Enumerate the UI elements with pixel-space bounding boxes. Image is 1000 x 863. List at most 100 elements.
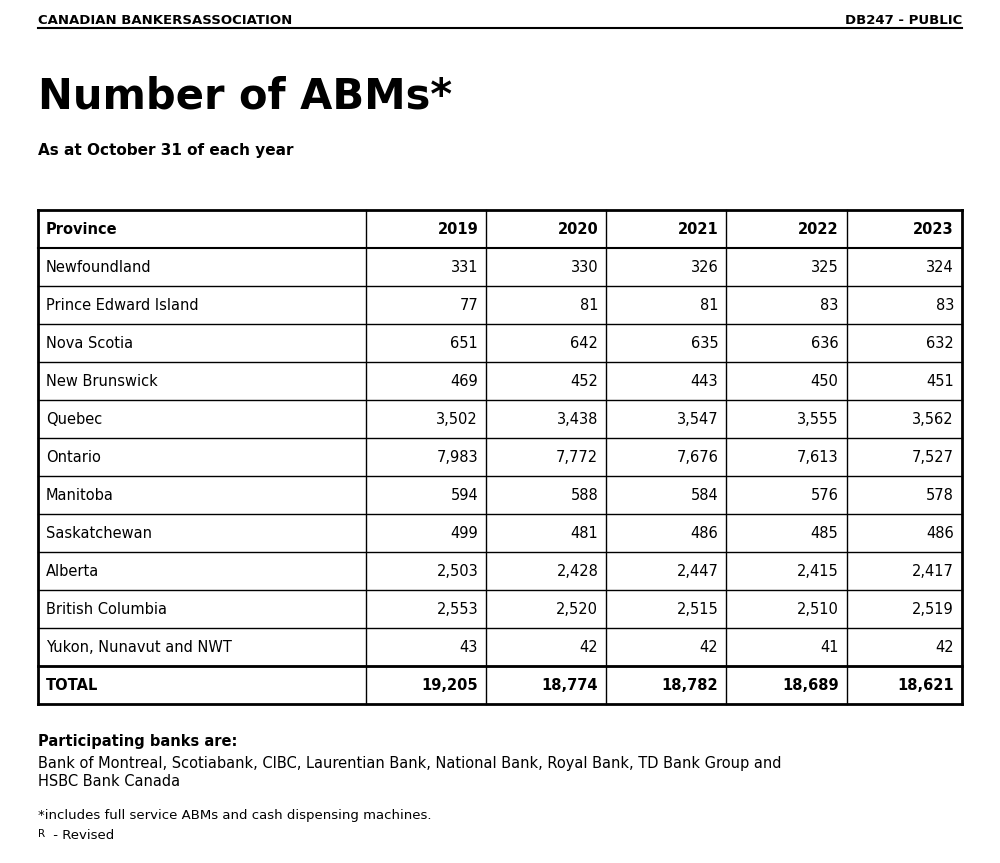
- Text: 2022: 2022: [798, 222, 838, 236]
- Text: 2021: 2021: [678, 222, 718, 236]
- Text: 41: 41: [820, 639, 838, 654]
- Text: 469: 469: [450, 374, 478, 388]
- Bar: [38, 552, 962, 590]
- Text: 2,520: 2,520: [556, 602, 598, 616]
- Bar: [38, 362, 962, 400]
- Text: 3,438: 3,438: [557, 412, 598, 426]
- Text: 42: 42: [580, 639, 598, 654]
- Text: Bank of Montreal, Scotiabank, CIBC, Laurentian Bank, National Bank, Royal Bank, : Bank of Montreal, Scotiabank, CIBC, Laur…: [38, 756, 782, 771]
- Bar: [38, 590, 962, 628]
- Text: 19,205: 19,205: [422, 677, 478, 692]
- Text: 636: 636: [811, 336, 838, 350]
- Text: *includes full service ABMs and cash dispensing machines.: *includes full service ABMs and cash dis…: [38, 809, 432, 822]
- Text: 578: 578: [926, 488, 954, 502]
- Text: 2,503: 2,503: [436, 564, 478, 578]
- Text: 7,983: 7,983: [437, 450, 478, 464]
- Text: 83: 83: [820, 298, 838, 312]
- Text: 3,502: 3,502: [436, 412, 478, 426]
- Text: 486: 486: [691, 526, 718, 540]
- Text: 3,562: 3,562: [912, 412, 954, 426]
- Text: 452: 452: [570, 374, 598, 388]
- Text: 3,555: 3,555: [797, 412, 838, 426]
- Text: 451: 451: [926, 374, 954, 388]
- Text: Newfoundland: Newfoundland: [46, 260, 152, 274]
- Text: As at October 31 of each year: As at October 31 of each year: [38, 143, 294, 158]
- Text: 2,417: 2,417: [912, 564, 954, 578]
- Text: - Revised: - Revised: [49, 829, 114, 842]
- Text: 485: 485: [811, 526, 838, 540]
- Text: Province: Province: [46, 222, 118, 236]
- Text: 632: 632: [926, 336, 954, 350]
- Bar: [38, 286, 962, 324]
- Text: 18,774: 18,774: [542, 677, 598, 692]
- Text: 651: 651: [450, 336, 478, 350]
- Bar: [38, 210, 962, 248]
- Text: 42: 42: [935, 639, 954, 654]
- Text: 2,428: 2,428: [556, 564, 598, 578]
- Text: 325: 325: [811, 260, 838, 274]
- Text: 81: 81: [580, 298, 598, 312]
- Text: 77: 77: [459, 298, 478, 312]
- Text: Quebec: Quebec: [46, 412, 102, 426]
- Text: CANADIAN BANKERSASSOCIATION: CANADIAN BANKERSASSOCIATION: [38, 14, 292, 27]
- Text: 594: 594: [450, 488, 478, 502]
- Text: 330: 330: [571, 260, 598, 274]
- Bar: [38, 514, 962, 552]
- Text: 2,519: 2,519: [912, 602, 954, 616]
- Text: Prince Edward Island: Prince Edward Island: [46, 298, 199, 312]
- Bar: [38, 476, 962, 514]
- Text: 7,772: 7,772: [556, 450, 598, 464]
- Text: 2020: 2020: [558, 222, 598, 236]
- Text: British Columbia: British Columbia: [46, 602, 167, 616]
- Text: 2019: 2019: [437, 222, 478, 236]
- Text: 81: 81: [700, 298, 718, 312]
- Text: 576: 576: [811, 488, 838, 502]
- Text: 499: 499: [450, 526, 478, 540]
- Text: Ontario: Ontario: [46, 450, 101, 464]
- Text: 331: 331: [451, 260, 478, 274]
- Text: 2,447: 2,447: [677, 564, 718, 578]
- Text: Saskatchewan: Saskatchewan: [46, 526, 152, 540]
- Text: Nova Scotia: Nova Scotia: [46, 336, 133, 350]
- Text: Manitoba: Manitoba: [46, 488, 114, 502]
- Text: 481: 481: [571, 526, 598, 540]
- Text: 324: 324: [926, 260, 954, 274]
- Bar: [38, 628, 962, 666]
- Text: 18,782: 18,782: [662, 677, 718, 692]
- Text: 2,415: 2,415: [797, 564, 838, 578]
- Text: 584: 584: [691, 488, 718, 502]
- Text: 486: 486: [926, 526, 954, 540]
- Text: 7,613: 7,613: [797, 450, 838, 464]
- Text: TOTAL: TOTAL: [46, 677, 98, 692]
- Text: 2,510: 2,510: [797, 602, 838, 616]
- Text: New Brunswick: New Brunswick: [46, 374, 158, 388]
- Bar: [38, 666, 962, 704]
- Text: Alberta: Alberta: [46, 564, 99, 578]
- Text: 326: 326: [691, 260, 718, 274]
- Text: 450: 450: [811, 374, 838, 388]
- Text: 42: 42: [700, 639, 718, 654]
- Bar: [38, 438, 962, 476]
- Bar: [38, 400, 962, 438]
- Text: Participating banks are:: Participating banks are:: [38, 734, 237, 749]
- Text: Number of ABMs*: Number of ABMs*: [38, 75, 452, 117]
- Text: 2,553: 2,553: [437, 602, 478, 616]
- Text: DB247 - PUBLIC: DB247 - PUBLIC: [845, 14, 962, 27]
- Bar: [38, 324, 962, 362]
- Text: 3,547: 3,547: [677, 412, 718, 426]
- Text: 2,515: 2,515: [677, 602, 718, 616]
- Text: 18,621: 18,621: [897, 677, 954, 692]
- Text: HSBC Bank Canada: HSBC Bank Canada: [38, 774, 180, 789]
- Text: 588: 588: [571, 488, 598, 502]
- Text: 18,689: 18,689: [782, 677, 838, 692]
- Text: 43: 43: [460, 639, 478, 654]
- Text: 83: 83: [936, 298, 954, 312]
- Text: 7,676: 7,676: [677, 450, 718, 464]
- Text: 635: 635: [691, 336, 718, 350]
- Text: 7,527: 7,527: [912, 450, 954, 464]
- Text: 2023: 2023: [913, 222, 954, 236]
- Bar: [38, 248, 962, 286]
- Text: R: R: [38, 829, 45, 839]
- Text: 443: 443: [691, 374, 718, 388]
- Text: Yukon, Nunavut and NWT: Yukon, Nunavut and NWT: [46, 639, 232, 654]
